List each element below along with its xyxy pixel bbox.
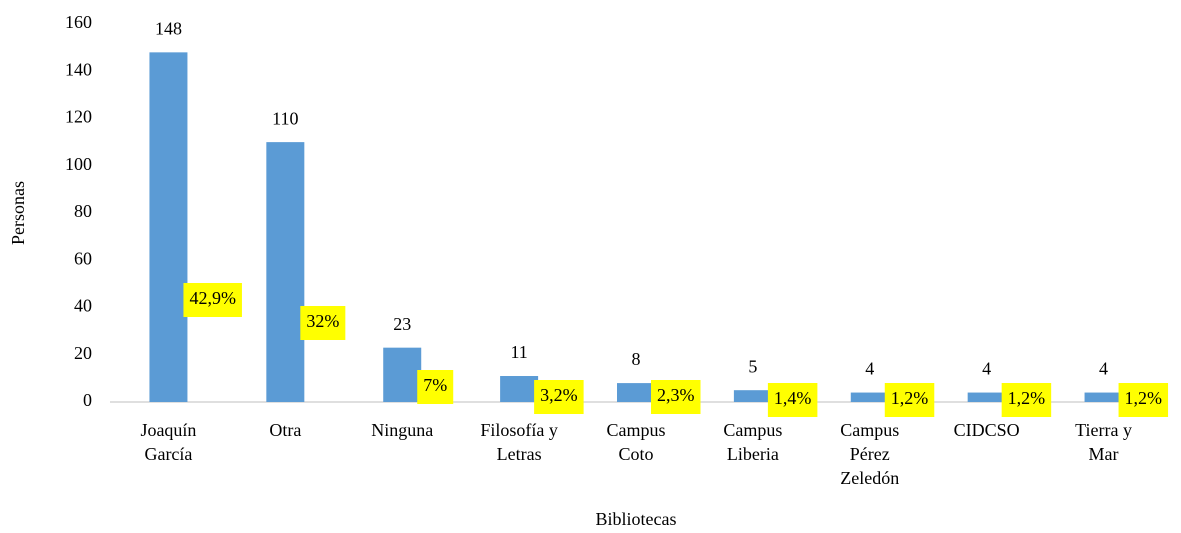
- bar: [383, 347, 422, 402]
- annotation-box: [1001, 383, 1052, 417]
- x-tick-label: Campus Pérez Zeledón: [840, 420, 899, 488]
- data-label: 4: [865, 359, 874, 379]
- annotation-box: [534, 380, 584, 414]
- y-tick-label: 120: [65, 107, 92, 127]
- data-label: 8: [632, 349, 641, 369]
- annotation: 3,2%: [540, 385, 578, 405]
- x-tick-label: Campus Liberia: [723, 420, 782, 464]
- annotation: 42,9%: [189, 288, 236, 308]
- data-label: 11: [510, 342, 527, 362]
- y-tick-label: 40: [74, 296, 92, 316]
- bar: [149, 52, 188, 402]
- y-tick-label: 20: [74, 343, 92, 363]
- y-axis-label: Personas: [8, 181, 28, 245]
- y-tick-label: 160: [65, 12, 92, 32]
- x-tick-label: Ninguna: [371, 420, 433, 440]
- data-label: 4: [1099, 359, 1108, 379]
- annotation: 1,2%: [1125, 388, 1163, 408]
- y-tick-label: 80: [74, 201, 92, 221]
- data-label: 4: [982, 359, 991, 379]
- y-tick-label: 0: [83, 390, 92, 410]
- bar: [967, 392, 1006, 402]
- bar: [1084, 392, 1123, 402]
- y-tick-label: 60: [74, 248, 92, 268]
- bar: [266, 142, 305, 402]
- x-tick-label: Tierra y Mar: [1075, 420, 1132, 464]
- bar: [733, 390, 772, 402]
- x-tick-label: CIDCSO: [954, 420, 1020, 440]
- annotation: 1,2%: [1008, 388, 1046, 408]
- bar: [617, 383, 655, 402]
- x-tick-label: Otra: [269, 420, 301, 440]
- annotation-box: [183, 283, 242, 317]
- annotation-box: [1118, 383, 1169, 417]
- x-tick-label: Joaquín García: [140, 420, 196, 464]
- bar: [850, 392, 889, 402]
- bar: [500, 376, 539, 402]
- annotation: 1,2%: [891, 388, 929, 408]
- annotation: 32%: [306, 311, 339, 331]
- annotation: 7%: [423, 375, 447, 395]
- annotation: 2,3%: [657, 385, 695, 405]
- annotation-box: [651, 380, 701, 414]
- x-tick-label: Filosofía y Letras: [480, 420, 558, 464]
- annotation-box: [767, 383, 818, 417]
- annotation-box: [300, 306, 346, 340]
- data-label: 23: [393, 314, 411, 334]
- x-tick-label: Campus Coto: [606, 420, 665, 464]
- y-tick-label: 100: [65, 154, 92, 174]
- y-tick-label: 140: [65, 59, 92, 79]
- annotation-box: [884, 383, 935, 417]
- x-axis-label: Bibliotecas: [596, 509, 677, 529]
- data-label: 5: [748, 356, 757, 376]
- data-label: 110: [272, 108, 298, 128]
- annotation: 1,4%: [774, 388, 812, 408]
- annotation-box: [417, 370, 454, 404]
- data-label: 148: [155, 18, 182, 38]
